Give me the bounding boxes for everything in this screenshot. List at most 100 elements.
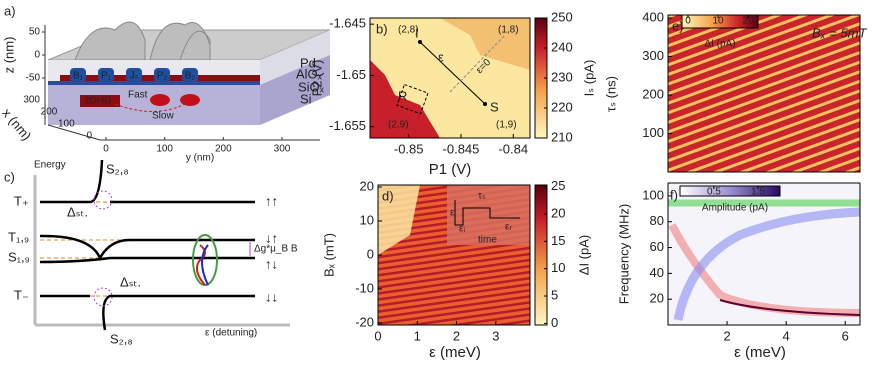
x-tick-label: 1 bbox=[414, 328, 421, 343]
y-tick-label: 400 bbox=[642, 10, 664, 25]
channel-label: 2DHG bbox=[84, 96, 112, 107]
colorbar bbox=[681, 14, 759, 29]
spin-label: ↑↓ bbox=[265, 256, 278, 271]
y-tick-label: 80 bbox=[650, 213, 664, 228]
gap-label: Δₛₜ. bbox=[120, 274, 141, 289]
x-axis-label: ε (detuning) bbox=[205, 328, 257, 339]
y-tick-label: 0 bbox=[103, 144, 109, 155]
z-axis-label: z (nm) bbox=[1, 37, 16, 74]
colorbar-tick-label: 0.5 bbox=[707, 187, 721, 198]
point-label: S bbox=[490, 99, 499, 114]
colorbar-tick-label: 230 bbox=[551, 69, 573, 84]
slow-label: Slow bbox=[152, 111, 174, 122]
plot-frame bbox=[667, 182, 861, 326]
y-tick-label: 300 bbox=[274, 144, 291, 155]
x-axis-label: P1 (V) bbox=[429, 161, 472, 178]
colorbar-tick-label: 250 bbox=[551, 9, 573, 24]
energy-diagram bbox=[33, 159, 290, 331]
colorbar-label: ΔI (pA) bbox=[576, 235, 591, 275]
colorbar-label: ΔI (pA) bbox=[704, 39, 735, 50]
panel-label: e) bbox=[672, 18, 684, 33]
zeeman-label: Δg*μ_B B bbox=[254, 244, 298, 255]
colorbar-label: Amplitude (pA) bbox=[702, 203, 768, 214]
colorbar-tick-label: 0 bbox=[685, 16, 691, 27]
gate-label: B₂ bbox=[185, 71, 196, 82]
colorbar-label: Iₛ (pA) bbox=[581, 60, 596, 97]
colorbar-tick-label: 1.5 bbox=[751, 187, 765, 198]
gate-label: Jₛ bbox=[130, 71, 139, 82]
device-schematic bbox=[44, 21, 331, 141]
y-axis-label: τₛ (ns) bbox=[603, 76, 618, 112]
level-label: S₁,₉ bbox=[8, 249, 30, 264]
x-tick-label: 0 bbox=[374, 328, 381, 343]
layer-label: Pd bbox=[300, 55, 316, 70]
y-tick-label: 100 bbox=[642, 125, 664, 140]
level-label: T₋ bbox=[14, 287, 29, 302]
colorbar bbox=[679, 185, 781, 197]
y-tick-label: 40 bbox=[650, 265, 664, 280]
gate-label: P₂ bbox=[157, 71, 168, 82]
x-tick-label: -0.84 bbox=[498, 141, 528, 156]
x-tick-label: 3 bbox=[492, 328, 499, 343]
x-axis-label: ε (meV) bbox=[734, 344, 786, 361]
layer-label: AlOₓ bbox=[296, 66, 323, 81]
x-tick-label: -0.845 bbox=[443, 141, 480, 156]
y-tick-label: 300 bbox=[642, 48, 664, 63]
layer-label: SiOₓ bbox=[298, 79, 325, 94]
y-axis-label: Energy bbox=[34, 160, 66, 171]
x-tick-label: 4 bbox=[783, 328, 790, 343]
gate-label: B₁ bbox=[73, 71, 84, 82]
y-axis-label: P2 (V) bbox=[309, 60, 324, 97]
y-axis-label: Bₓ (mT) bbox=[321, 233, 336, 277]
y-tick-label: 100 bbox=[642, 187, 664, 202]
inset-label: time bbox=[478, 235, 497, 246]
colorbar-tick-label: 220 bbox=[551, 99, 573, 114]
x-tick-label: 2 bbox=[723, 328, 730, 343]
colorbar-tick-label: 25 bbox=[551, 178, 565, 193]
colorbar-tick-label: 5 bbox=[551, 287, 558, 302]
colorbar-tick-label: 20 bbox=[551, 205, 565, 220]
point-label: R bbox=[398, 88, 407, 103]
y-tick-label: 60 bbox=[650, 239, 664, 254]
heatmap-f bbox=[668, 183, 861, 325]
layer-label: Si bbox=[300, 91, 312, 106]
colorbar-tick-label: 20 bbox=[743, 16, 755, 27]
x-tick-label: 0 bbox=[86, 131, 92, 142]
charge-state: (2,8) bbox=[398, 25, 419, 36]
y-axis-label: y (nm) bbox=[186, 153, 214, 164]
y-tick-label: 20 bbox=[650, 291, 664, 306]
y-tick-label: -10 bbox=[355, 280, 374, 295]
heatmap-b bbox=[370, 18, 530, 138]
colorbar-tick-label: 15 bbox=[551, 233, 565, 248]
charge-state: (2,9) bbox=[388, 120, 409, 131]
y-tick-label: 200 bbox=[215, 144, 232, 155]
panel-label: f) bbox=[670, 187, 678, 202]
y-tick-label: -1.655 bbox=[329, 118, 366, 133]
z-tick-label: -50 bbox=[26, 73, 41, 84]
plot-frame bbox=[667, 14, 861, 173]
y-tick-label: 0 bbox=[367, 246, 374, 261]
panel-label: c) bbox=[4, 169, 15, 184]
colorbar-tick-label: 10 bbox=[551, 260, 565, 275]
colorbar-tick-label: 0 bbox=[551, 315, 558, 330]
x-tick-label: 100 bbox=[58, 119, 75, 130]
panel-label: a) bbox=[4, 3, 16, 18]
z-tick-label: 50 bbox=[29, 27, 41, 38]
level-label: T₁,₉ bbox=[8, 229, 29, 244]
level-label: T₊ bbox=[14, 193, 29, 208]
heatmap-e bbox=[668, 15, 860, 172]
inset-label: εᵣ bbox=[505, 222, 512, 233]
inset-label: ε bbox=[450, 208, 455, 219]
charge-state: (1,8) bbox=[498, 25, 519, 36]
x-tick-label: 300 bbox=[23, 95, 40, 106]
inset-label: τₛ bbox=[478, 191, 486, 202]
x-axis-label: x (nm) bbox=[0, 105, 34, 143]
spin-label: ↓↓ bbox=[265, 289, 278, 304]
y-tick-label: 200 bbox=[642, 86, 664, 101]
y-axis-label: Frequency (MHz) bbox=[616, 204, 631, 304]
point-label: I bbox=[415, 25, 419, 40]
heatmap-d bbox=[378, 185, 530, 325]
level-label: S₂,₈ bbox=[110, 331, 133, 346]
x-tick-label: -0.85 bbox=[394, 141, 424, 156]
y-tick-label: -20 bbox=[355, 314, 374, 329]
